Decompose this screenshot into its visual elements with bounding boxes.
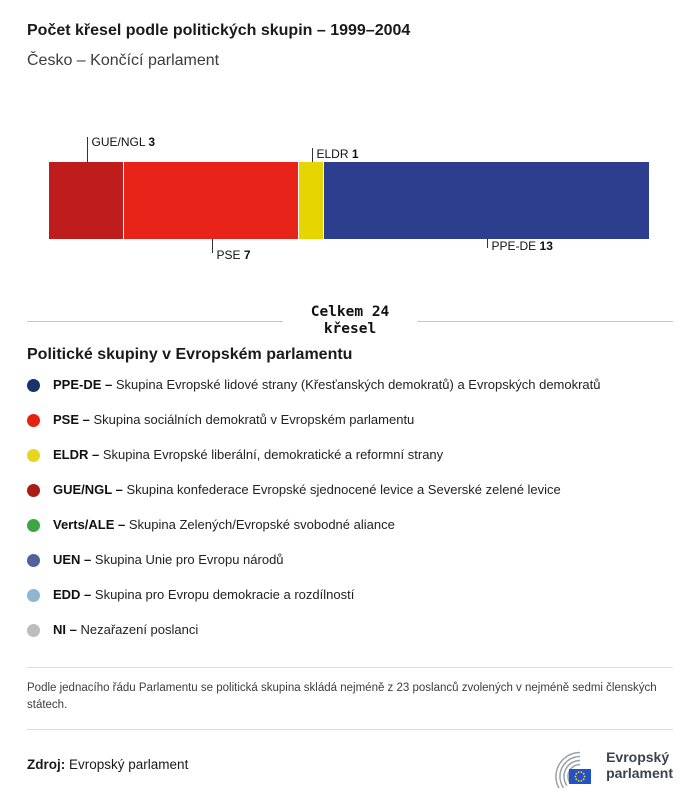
legend-item-uen: UEN – Skupina Unie pro Evropu národů: [27, 553, 673, 567]
total-seats-label: Celkem 24 křesel: [311, 304, 390, 338]
legend-color-dot: [27, 448, 40, 462]
logo-wordmark: Evropský parlament: [606, 749, 673, 781]
legend-color-dot: [27, 553, 40, 567]
european-parliament-logo: Evropský parlament: [535, 742, 673, 788]
total-seats-row: Celkem 24 křesel: [27, 304, 674, 338]
legend-item-gue-ngl: GUE/NGL – Skupina konfederace Evropské s…: [27, 483, 673, 497]
legend-color-dot: [27, 588, 40, 602]
divider-line-right: [417, 320, 674, 322]
label-connector-line: [311, 148, 313, 162]
source-label: Zdroj:: [27, 757, 66, 773]
legend-color-dot: [27, 483, 40, 497]
legend-color-dot: [27, 623, 40, 637]
hemicycle-icon: [555, 751, 592, 788]
legend-heading: Politické skupiny v Evropském parlamentu: [27, 346, 353, 364]
label-text: GUE/NGL 3: [91, 135, 156, 149]
legend-label: PSE – Skupina sociálních demokratů v Evr…: [53, 412, 415, 428]
legend-color-dot: [27, 413, 40, 427]
legend-list: PPE-DE – Skupina Evropské lidové strany …: [27, 378, 673, 637]
bar-segment-eldr: [299, 162, 324, 239]
legend-label: UEN – Skupina Unie pro Evropu národů: [53, 552, 284, 568]
label-connector-line: [211, 239, 213, 253]
legend-item-ppe-de: PPE-DE – Skupina Evropské lidové strany …: [27, 378, 673, 392]
chart-title: Počet křesel podle politických skupin – …: [27, 22, 411, 39]
source-value: Evropský parlament: [69, 757, 189, 773]
legend-label: Verts/ALE – Skupina Zelených/Evropské sv…: [53, 517, 395, 533]
chart-subtitle: Česko – Končící parlament: [27, 52, 220, 69]
label-connector-line: [86, 137, 88, 162]
footnote: Podle jednacího řádu Parlamentu se polit…: [27, 682, 657, 712]
stacked-bar-chart: GUE/NGL 3 PSE 7 ELDR 1 PPE-DE 13: [49, 134, 649, 264]
label-text: ELDR 1: [316, 147, 359, 161]
divider-top: [27, 667, 673, 669]
footer: Zdroj: Evropský parlament: [27, 742, 673, 788]
legend-label: EDD – Skupina pro Evropu demokracie a ro…: [53, 587, 355, 603]
legend-color-dot: [27, 378, 40, 392]
legend-label: ELDR – Skupina Evropské liberální, demok…: [53, 447, 444, 463]
legend-label: GUE/NGL – Skupina konfederace Evropské s…: [53, 482, 561, 498]
label-connector-line: [486, 239, 488, 248]
legend-item-verts-ale: Verts/ALE – Skupina Zelených/Evropské sv…: [27, 518, 673, 532]
legend-item-edd: EDD – Skupina pro Evropu demokracie a ro…: [27, 588, 673, 602]
total-seats-line2: křesel: [323, 321, 377, 338]
divider-line-left: [27, 320, 283, 322]
legend-item-pse: PSE – Skupina sociálních demokratů v Evr…: [27, 413, 673, 427]
logo-wordmark-line2: parlament: [606, 764, 673, 781]
divider-bottom: [27, 728, 673, 730]
label-text: PSE 7: [216, 248, 251, 262]
seat-bar: [49, 162, 649, 239]
legend-color-dot: [27, 518, 40, 532]
bar-segment-gue-ngl: [49, 162, 124, 239]
label-text: PPE-DE 13: [491, 239, 553, 253]
legend-label: NI – Nezařazení poslanci: [53, 622, 199, 638]
legend-label: PPE-DE – Skupina Evropské lidové strany …: [53, 377, 601, 393]
logo-wordmark-line1: Evropský: [606, 748, 670, 765]
total-seats-line1: Celkem 24: [310, 304, 390, 320]
eu-flag-icon: [569, 768, 592, 784]
legend-item-ni: NI – Nezařazení poslanci: [27, 623, 673, 637]
bar-segment-pse: [124, 162, 299, 239]
bar-segment-ppe-de: [324, 162, 649, 239]
source: Zdroj: Evropský parlament: [27, 757, 188, 772]
legend-item-eldr: ELDR – Skupina Evropské liberální, demok…: [27, 448, 673, 462]
